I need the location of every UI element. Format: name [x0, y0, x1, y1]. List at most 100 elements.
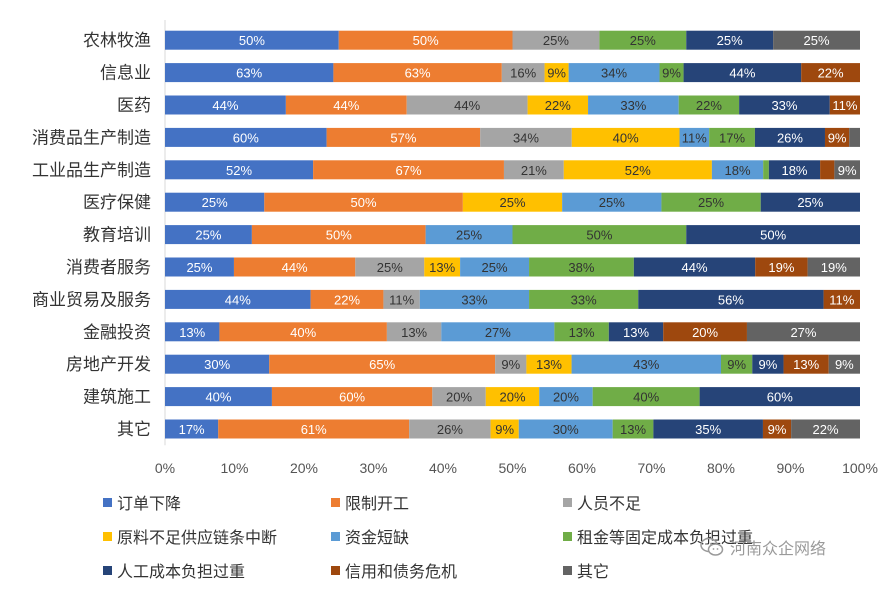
category-label: 金融投资: [83, 323, 151, 343]
bar-segment: [165, 160, 314, 180]
legend-label: 租金等固定成本负担过重: [577, 528, 753, 547]
bar-segment: [828, 354, 860, 374]
legend-label: 资金短缺: [345, 528, 409, 547]
bar-segment: [783, 354, 829, 374]
data-label: 63%: [236, 66, 262, 81]
category-label: 商业贸易及服务: [32, 290, 151, 310]
data-label: 13%: [620, 422, 646, 437]
bar-segment: [383, 289, 420, 309]
legend-swatch: [331, 532, 340, 541]
data-label: 44%: [212, 98, 238, 113]
bar-segment: [165, 95, 286, 115]
category-label: 信息业: [100, 64, 151, 84]
data-label: 13%: [569, 325, 595, 340]
data-label: 25%: [482, 260, 508, 275]
bar-segment: [849, 127, 860, 147]
data-label: 17%: [179, 422, 205, 437]
bar-segment: [518, 419, 613, 439]
data-label: 67%: [396, 163, 422, 178]
data-label: 33%: [620, 98, 646, 113]
data-label: 9%: [838, 163, 857, 178]
data-label: 61%: [301, 422, 327, 437]
legend-label: 限制开工: [345, 494, 409, 513]
legend-swatch: [331, 498, 340, 507]
bar-segment: [752, 354, 784, 374]
data-label: 13%: [179, 325, 205, 340]
data-label: 25%: [195, 228, 221, 243]
data-label: 20%: [692, 325, 718, 340]
data-label: 25%: [804, 33, 830, 48]
x-tick-label: 0%: [155, 460, 175, 476]
data-label: 50%: [239, 33, 265, 48]
data-label: 40%: [613, 130, 639, 145]
bar-segment: [165, 257, 234, 277]
bar-segment: [526, 354, 572, 374]
x-tick-label: 90%: [776, 460, 804, 476]
data-label: 50%: [413, 33, 439, 48]
bar-segment: [686, 225, 860, 245]
data-label: 13%: [429, 260, 455, 275]
data-label: 25%: [202, 195, 228, 210]
data-label: 20%: [553, 390, 579, 405]
category-label: 工业品生产制造: [32, 161, 151, 181]
data-label: 57%: [390, 130, 416, 145]
data-label: 11%: [829, 292, 854, 307]
data-label: 34%: [601, 66, 627, 81]
bar-segment: [683, 63, 802, 83]
data-label: 40%: [205, 390, 231, 405]
data-label: 26%: [777, 130, 803, 145]
data-label: 9%: [768, 422, 787, 437]
data-label: 25%: [797, 195, 823, 210]
legend-swatch: [103, 498, 112, 507]
data-label: 19%: [821, 260, 847, 275]
bar-segment: [599, 30, 687, 50]
data-label: 40%: [633, 390, 659, 405]
bar-segment: [462, 192, 563, 212]
bar-segment: [251, 225, 426, 245]
data-label: 25%: [698, 195, 724, 210]
legend-swatch: [103, 566, 112, 575]
data-label: 44%: [682, 260, 708, 275]
category-label: 消费品生产制造: [32, 128, 151, 148]
data-label: 25%: [599, 195, 625, 210]
data-label: 50%: [326, 228, 352, 243]
data-label: 9%: [835, 357, 854, 372]
data-label: 50%: [586, 228, 612, 243]
data-label: 25%: [717, 33, 743, 48]
data-label: 21%: [521, 163, 547, 178]
bar-segment: [527, 95, 589, 115]
data-label: 9%: [501, 357, 520, 372]
legend-swatch: [103, 532, 112, 541]
data-label: 63%: [405, 66, 431, 81]
data-label: 11%: [389, 292, 414, 307]
data-label: 44%: [333, 98, 359, 113]
x-tick-label: 20%: [290, 460, 318, 476]
bar-segment: [419, 289, 530, 309]
data-label: 22%: [818, 66, 844, 81]
x-tick-label: 100%: [842, 460, 878, 476]
bar-segment: [285, 95, 407, 115]
data-label: 9%: [495, 422, 514, 437]
bar-segment: [218, 419, 410, 439]
bar-segment: [571, 127, 680, 147]
data-label: 17%: [719, 130, 745, 145]
bar-segment: [699, 387, 860, 407]
bar-segment: [512, 30, 600, 50]
bar-segment: [165, 289, 311, 309]
bar-segment: [313, 160, 504, 180]
bar-segment: [709, 127, 755, 147]
data-label: 30%: [204, 357, 230, 372]
data-label: 40%: [290, 325, 316, 340]
bar-segment: [638, 289, 824, 309]
category-label: 医疗保健: [83, 193, 151, 213]
bar-segment: [612, 419, 654, 439]
bar-segment: [165, 322, 220, 342]
bar-segment: [441, 322, 555, 342]
data-label: 25%: [543, 33, 569, 48]
data-label: 52%: [625, 163, 651, 178]
category-label: 建筑施工: [83, 388, 151, 408]
data-label: 26%: [437, 422, 463, 437]
bar-segment: [820, 160, 835, 180]
category-label: 教育培训: [83, 226, 151, 246]
